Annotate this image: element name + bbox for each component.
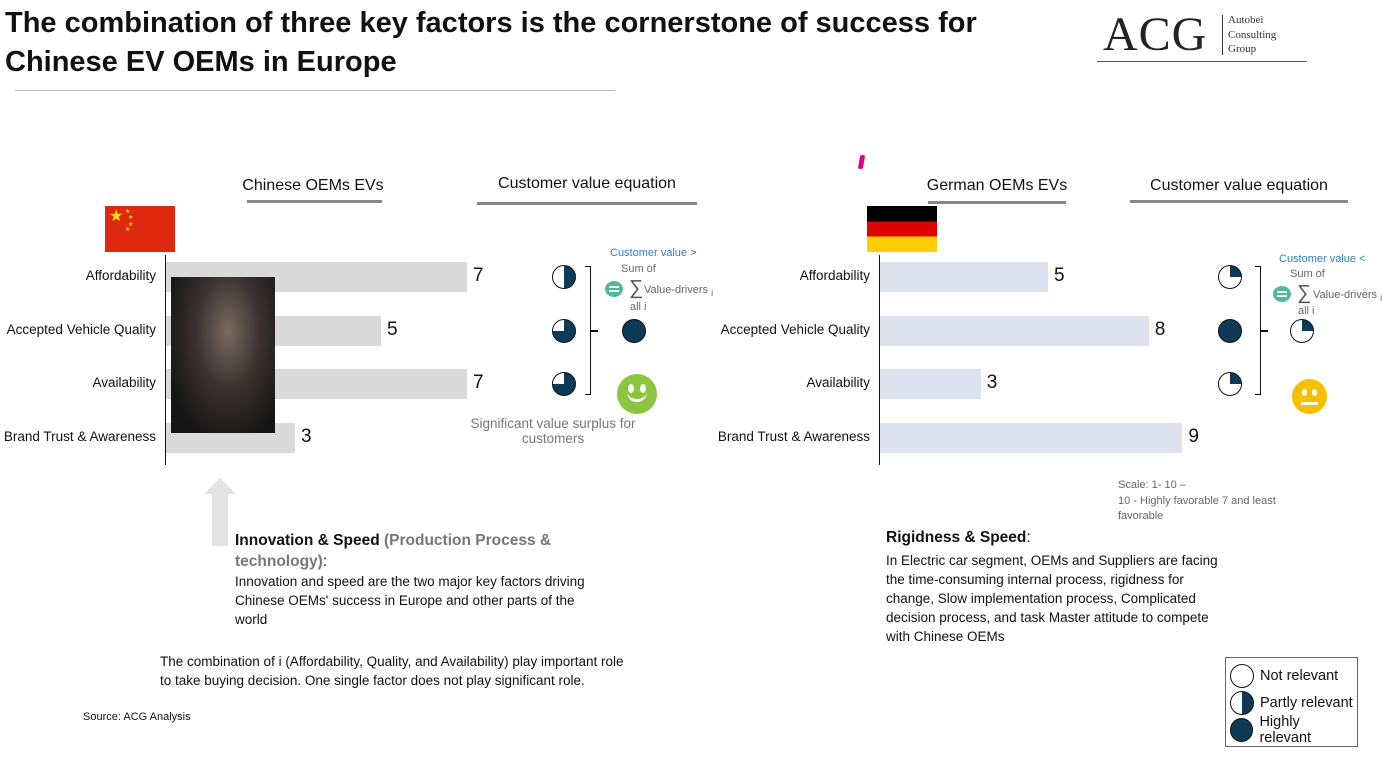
harvey-ball-icon — [1218, 319, 1242, 343]
harvey-ball-icon — [1218, 265, 1242, 289]
category-label: Availability — [92, 375, 156, 390]
category-label: Availability — [806, 375, 870, 390]
bar — [880, 316, 1149, 346]
empty-ball-icon — [1230, 663, 1254, 688]
full-ball-icon — [1230, 717, 1254, 742]
bar — [880, 262, 1048, 292]
harvey-ball-icon — [552, 372, 576, 396]
value-label: 5 — [1054, 265, 1065, 286]
value-label: 3 — [986, 372, 998, 393]
sigma-icon: ∑ — [1297, 282, 1312, 304]
innovation-heading: Innovation & Speed (Production Process &… — [235, 532, 552, 570]
magenta-mark — [857, 155, 866, 169]
equals-icon — [1273, 286, 1291, 302]
equals-icon — [605, 281, 623, 297]
harvey-ball-icon — [1218, 372, 1242, 396]
legend-item-not-relevant: Not relevant — [1230, 662, 1353, 689]
rigidness-body: In Electric car segment, OEMs and Suppli… — [886, 553, 1218, 644]
legend-item-highly-relevant: Highly relevant — [1230, 714, 1353, 746]
title-divider — [15, 90, 615, 91]
bar — [880, 423, 1183, 453]
value-drivers-label: Value-drivers i — [1313, 289, 1383, 304]
china-flag: ★ ★ ★ ★ ★ — [105, 206, 175, 252]
innovation-body: Innovation and speed are the two major k… — [235, 574, 585, 627]
value-label: 7 — [473, 265, 484, 286]
surplus-caption: Significant value surplus for customers — [470, 416, 636, 446]
combination-note: The combination of i (Affordability, Qua… — [160, 654, 624, 688]
legend-item-partly-relevant: Partly relevant — [1230, 689, 1353, 716]
value-label: 5 — [387, 319, 398, 340]
equation-title-china: Customer value equation — [498, 175, 676, 192]
result-ball-china — [622, 319, 646, 343]
equation-title-germany: Customer value equation — [1150, 177, 1328, 194]
source-note: Source: ACG Analysis — [83, 711, 191, 723]
category-label: Affordability — [799, 268, 870, 283]
logo-subtitle: Autobei Consulting Group — [1228, 14, 1277, 55]
acg-logo: ACG Autobei Consulting Group — [1097, 10, 1307, 62]
page-title: The combination of three key factors is … — [5, 7, 977, 78]
happy-smiley-icon — [617, 374, 657, 414]
sigma-icon: ∑ — [629, 277, 644, 299]
bracket-germany — [1255, 266, 1261, 395]
sum-of-label: Sum of — [1290, 268, 1325, 280]
all-i-label: all i — [1298, 305, 1315, 317]
scale-note: Scale: 1- 10 –10 - Highly favorable 7 an… — [1118, 479, 1276, 522]
bar — [880, 369, 981, 399]
chart-title-china: Chinese OEMs EVs — [242, 177, 384, 194]
category-label: Accepted Vehicle Quality — [6, 322, 156, 337]
germany-flag — [867, 206, 937, 252]
sum-of-label: Sum of — [621, 263, 656, 275]
result-ball-germany — [1290, 319, 1314, 343]
category-label: Accepted Vehicle Quality — [720, 322, 870, 337]
bracket-china — [585, 266, 591, 395]
value-label: 3 — [301, 426, 312, 447]
harvey-ball-icon — [552, 265, 576, 289]
value-drivers-label: Value-drivers i — [644, 284, 714, 299]
legend: Not relevant Partly relevant Highly rele… — [1225, 657, 1358, 747]
harvey-ball-icon — [552, 319, 576, 343]
customer-value-label-germany: Customer value < — [1279, 253, 1366, 265]
chart-title-germany: German OEMs EVs — [926, 177, 1068, 194]
category-label: Brand Trust & Awareness — [717, 429, 870, 444]
neutral-smiley-icon — [1292, 379, 1327, 414]
rigidness-heading: Rigidness & Speed: — [886, 529, 1031, 546]
axis-line — [165, 255, 166, 465]
category-label: Affordability — [85, 268, 156, 283]
logo-text: ACG — [1103, 8, 1208, 61]
value-label: 8 — [1154, 319, 1166, 340]
value-label: 7 — [473, 372, 484, 393]
half-ball-icon — [1230, 690, 1254, 715]
person-thumbs-up-photo — [171, 277, 275, 433]
category-label: Brand Trust & Awareness — [3, 429, 156, 444]
customer-value-label-china: Customer value > — [610, 247, 697, 259]
value-label: 9 — [1188, 426, 1199, 447]
up-arrow-icon — [204, 478, 236, 546]
all-i-label: all i — [630, 301, 647, 313]
axis-line — [879, 255, 880, 465]
